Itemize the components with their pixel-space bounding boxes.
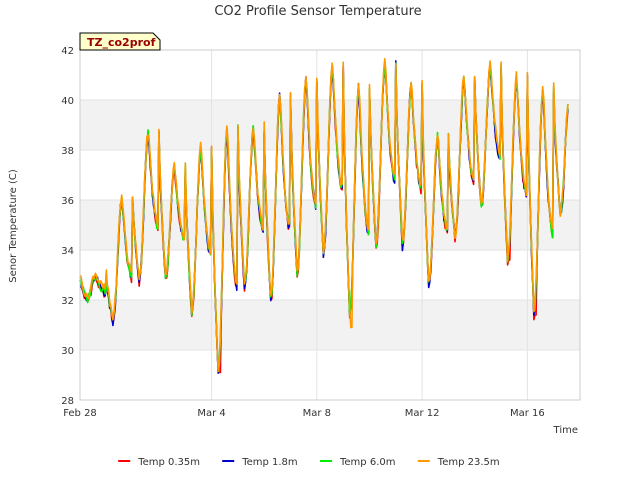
grid-band xyxy=(80,300,580,350)
y-tick-label: 38 xyxy=(61,146,74,157)
series-line xyxy=(79,58,569,373)
legend-label: Temp 6.0m xyxy=(339,457,395,468)
y-axis-ticks: 28 30 32 34 36 38 40 42 xyxy=(61,46,74,407)
y-tick-label: 34 xyxy=(61,246,74,257)
plot-frame xyxy=(79,49,581,401)
y-tick-label: 28 xyxy=(61,396,74,407)
chart-title: CO2 Profile Sensor Temperature xyxy=(214,4,421,19)
x-axis-ticks: Feb 28 Mar 4 Mar 8 Mar 12 Mar 16 xyxy=(63,408,545,419)
x-tick-label: Mar 16 xyxy=(510,408,545,419)
x-tick-label: Mar 4 xyxy=(197,408,225,419)
grid-bands xyxy=(80,100,580,350)
y-axis-label: Senor Temperature (C) xyxy=(8,169,19,283)
x-tick-label: Feb 28 xyxy=(63,408,97,419)
site-label-box: TZ_co2prof xyxy=(79,32,161,51)
x-tick-label: Mar 12 xyxy=(405,408,440,419)
plot-area xyxy=(79,49,581,401)
site-label-text: TZ_co2prof xyxy=(87,36,156,49)
legend-label: Temp 23.5m xyxy=(437,457,500,468)
legend: Temp 0.35m Temp 1.8m Temp 6.0m Temp 23.5m xyxy=(118,457,500,468)
x-axis-label: Time xyxy=(553,425,578,436)
y-tick-label: 42 xyxy=(61,46,74,57)
y-tick-label: 30 xyxy=(61,346,74,357)
series-lines xyxy=(79,58,569,374)
x-tick-label: Mar 8 xyxy=(303,408,331,419)
y-tick-label: 36 xyxy=(61,196,74,207)
y-tick-label: 40 xyxy=(61,96,74,107)
y-tick-label: 32 xyxy=(61,296,74,307)
site-label-shape xyxy=(79,32,161,51)
legend-label: Temp 0.35m xyxy=(137,457,200,468)
legend-label: Temp 1.8m xyxy=(241,457,297,468)
